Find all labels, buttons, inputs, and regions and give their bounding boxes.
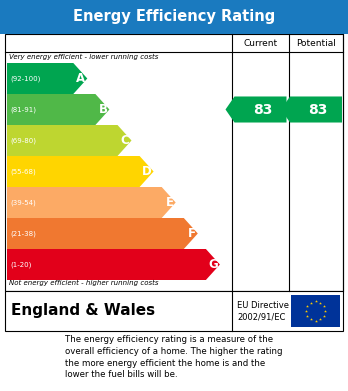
Text: Not energy efficient - higher running costs: Not energy efficient - higher running co… [9,280,158,286]
Text: (81-91): (81-91) [10,106,36,113]
Text: Energy Efficiency Rating: Energy Efficiency Rating [73,9,275,25]
Text: Very energy efficient - lower running costs: Very energy efficient - lower running co… [9,54,158,60]
Text: (92-100): (92-100) [10,75,40,82]
Text: D: D [142,165,152,178]
Text: B: B [98,103,108,116]
Bar [291,295,340,327]
Text: 83: 83 [308,102,328,117]
Text: F: F [188,227,196,240]
Text: 2002/91/EC: 2002/91/EC [237,312,285,321]
Text: Current: Current [244,38,278,47]
Polygon shape [281,97,342,122]
Text: E: E [166,196,174,209]
Text: (69-80): (69-80) [10,137,36,144]
Polygon shape [7,218,198,249]
Polygon shape [226,97,286,122]
Text: (1-20): (1-20) [10,261,31,268]
Text: C: C [121,134,129,147]
Text: Potential: Potential [296,38,336,47]
Text: The energy efficiency rating is a measure of the
overall efficiency of a home. T: The energy efficiency rating is a measur… [65,335,283,379]
Polygon shape [7,94,109,125]
Polygon shape [7,156,153,187]
Bar [5,34,343,291]
Text: EU Directive: EU Directive [237,301,289,310]
Polygon shape [7,187,176,218]
Text: England & Wales: England & Wales [11,303,155,319]
Polygon shape [7,249,220,280]
Text: 83: 83 [253,102,272,117]
Text: (39-54): (39-54) [10,199,36,206]
Text: (55-68): (55-68) [10,168,36,175]
Polygon shape [7,63,87,94]
Text: A: A [76,72,85,85]
Bar [0,0,348,34]
Text: (21-38): (21-38) [10,230,36,237]
Polygon shape [7,125,132,156]
Text: G: G [208,258,218,271]
Bar [5,291,343,331]
